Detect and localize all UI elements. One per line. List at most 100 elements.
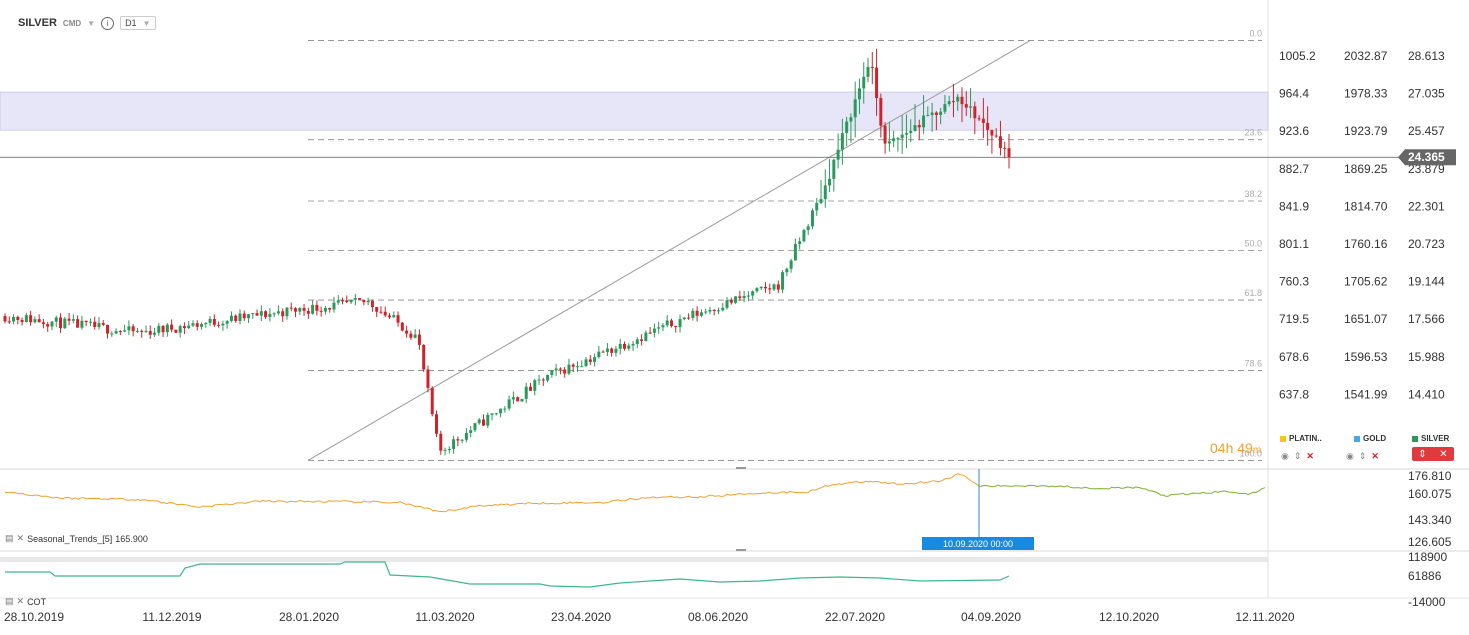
symbol-label[interactable]: SILVER: [18, 17, 57, 29]
candle-body: [1003, 147, 1007, 149]
candle-body: [268, 313, 272, 317]
platinum-scale-tick: 1760.16: [1344, 237, 1388, 251]
candle-body: [678, 319, 682, 328]
info-icon[interactable]: i: [101, 16, 115, 30]
candle-body: [943, 104, 947, 112]
platinum-scale-tick: 1923.79: [1344, 124, 1388, 138]
eye-icon[interactable]: ◉: [1346, 451, 1354, 461]
candle-body: [853, 99, 857, 118]
candle-body: [323, 308, 327, 312]
candle-body: [140, 330, 144, 333]
candle-body: [755, 288, 759, 292]
indicator-settings-icon[interactable]: ▤: [5, 596, 14, 606]
candle-body: [345, 300, 349, 303]
candle-body: [251, 313, 255, 315]
candle-body: [631, 343, 635, 346]
candle-body: [823, 185, 827, 200]
compare-platinum[interactable]: PLATIN..: [1280, 434, 1322, 443]
candle-body: [422, 344, 426, 370]
platinum-color-icon: [1280, 435, 1286, 442]
silver-scale-tick: 20.723: [1408, 237, 1445, 251]
remove-gold-icon[interactable]: ✕: [1371, 451, 1379, 461]
candle-body: [973, 106, 977, 119]
timeframe-select[interactable]: D1 ▼: [120, 16, 156, 30]
panel-resize-handle: [736, 549, 746, 551]
candle-body: [97, 323, 101, 328]
candle-body: [691, 310, 695, 318]
eye-icon[interactable]: ◉: [1281, 451, 1289, 461]
candle-body: [550, 370, 554, 375]
fib-level-label: 38.2: [1244, 189, 1262, 199]
compare-gold[interactable]: GOLD: [1354, 434, 1386, 443]
candle-body: [234, 315, 238, 321]
candle-body: [191, 323, 195, 326]
gold-scale-tick: 801.1: [1279, 237, 1309, 251]
cot-label: COT: [27, 596, 47, 607]
silver-scale-tick: 19.144: [1408, 275, 1445, 289]
candle-body: [212, 318, 216, 325]
seasonal-value: 165.900: [115, 533, 148, 544]
x-axis-tick: 28.10.2019: [4, 610, 64, 624]
candle-body: [618, 343, 622, 349]
compare-gold-label: GOLD: [1363, 434, 1387, 443]
remove-platinum-icon[interactable]: ✕: [1306, 451, 1314, 461]
candle-body: [208, 318, 212, 323]
candle-body: [447, 449, 451, 451]
candle-body: [187, 325, 191, 329]
candle-body: [892, 138, 896, 142]
candle-body: [759, 286, 763, 289]
gold-scale-tick: 1005.2: [1279, 49, 1316, 63]
candle-body: [998, 136, 1002, 148]
candle-body: [131, 326, 135, 332]
candle-body: [798, 241, 802, 245]
candle-body: [635, 339, 639, 344]
candle-body: [840, 133, 844, 150]
candle-body: [588, 359, 592, 362]
candle-body: [883, 125, 887, 144]
candle-body: [802, 230, 806, 242]
candle-body: [742, 295, 746, 299]
silver-active-button[interactable]: ⇕ ✕: [1412, 447, 1454, 461]
exchange-label: CMD: [62, 18, 82, 28]
close-indicator-icon[interactable]: ✕: [16, 533, 25, 543]
candle-body: [819, 199, 823, 203]
candle-body: [746, 295, 750, 297]
candle-body: [781, 272, 785, 290]
candle-body: [366, 300, 370, 303]
seasonal-axis-tick: 126.605: [1408, 535, 1452, 549]
indicator-settings-icon[interactable]: ▤: [5, 533, 14, 543]
symbol-dropdown-icon[interactable]: ▼: [87, 18, 96, 28]
candle-body: [80, 320, 84, 328]
candle-body: [1007, 148, 1011, 158]
candle-body: [71, 319, 75, 321]
platinum-scale-tick: 1651.07: [1344, 312, 1388, 326]
silver-scale-tick: 28.613: [1408, 49, 1445, 63]
sort-icon[interactable]: ⇕: [1293, 451, 1302, 461]
candle-body: [426, 369, 430, 388]
candle-body: [524, 386, 528, 399]
candle-body: [302, 307, 306, 311]
close-indicator-icon[interactable]: ✕: [16, 596, 25, 606]
candle-body: [276, 311, 280, 314]
candle-body: [383, 311, 387, 316]
cot-axis-tick: -14000: [1408, 595, 1446, 609]
candle-body: [738, 296, 742, 299]
candle-body: [537, 379, 541, 381]
candle-body: [63, 318, 67, 329]
candle-body: [870, 66, 874, 68]
candle-body: [469, 430, 473, 433]
compare-silver[interactable]: SILVER: [1412, 434, 1449, 443]
candle-body: [264, 311, 268, 317]
seasonal-panel-label: ▤ ✕ Seasonal_Trends_[5] 165.900: [5, 533, 148, 544]
candle-body: [580, 366, 584, 368]
candle-body: [644, 332, 648, 341]
candle-body: [430, 387, 434, 415]
panel-resize-handle: [736, 467, 746, 469]
candle-body: [640, 339, 644, 341]
candle-body: [507, 399, 511, 409]
candle-body: [165, 324, 169, 333]
resistance-zone: [0, 91, 1269, 131]
candle-body: [174, 329, 178, 333]
sort-icon[interactable]: ⇕: [1358, 451, 1367, 461]
